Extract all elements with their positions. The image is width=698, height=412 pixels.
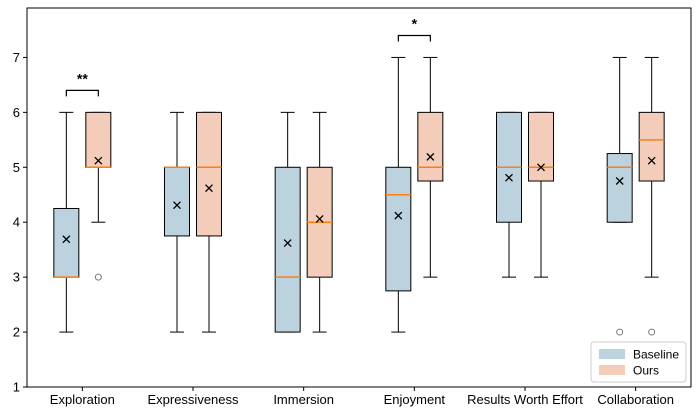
significance-bracket [65, 89, 99, 97]
mean-marker [505, 173, 513, 182]
box-baseline-0 [53, 111, 80, 333]
axes-frame [26, 7, 692, 388]
x-tick-label: Collaboration [597, 392, 674, 407]
box-baseline-5 [606, 56, 633, 336]
box-iqr [638, 111, 665, 182]
mean-marker [283, 239, 292, 248]
box-baseline-4 [496, 111, 522, 278]
box-ours-4 [528, 111, 554, 278]
box-iqr [164, 166, 190, 237]
y-tick-label: 5 [13, 160, 20, 175]
outlier-point [94, 273, 102, 281]
mean-marker [205, 184, 213, 193]
box-iqr [85, 111, 112, 168]
x-tick-label: Immersion [273, 392, 334, 407]
mean-marker [173, 201, 181, 210]
mean-marker [537, 163, 545, 172]
significance-bracket [397, 34, 431, 42]
y-tick-label: 1 [13, 380, 20, 395]
box-ours-5 [638, 56, 665, 336]
mean-marker [315, 214, 324, 223]
y-tick-label: 4 [13, 215, 20, 230]
box-baseline-3 [385, 56, 412, 333]
x-tick-label: Enjoyment [384, 392, 446, 407]
box-ours-1 [196, 111, 222, 333]
outlier-point [648, 328, 656, 336]
y-tick-label: 6 [13, 105, 20, 120]
box-ours-0 [85, 111, 112, 281]
box-baseline-2 [274, 111, 301, 333]
mean-marker [94, 156, 103, 165]
significance-label: ** [77, 70, 88, 86]
box-iqr [417, 111, 444, 182]
box-iqr [528, 111, 554, 182]
mean-marker [615, 177, 624, 185]
box-iqr [196, 111, 222, 237]
mean-marker [647, 156, 656, 165]
box-iqr [385, 166, 412, 292]
legend-label-ours: Ours [633, 364, 659, 378]
x-tick-label: Results Worth Effort [467, 392, 583, 407]
outlier-point [616, 328, 624, 336]
legend: Baseline Ours [590, 341, 687, 383]
box-ours-2 [306, 111, 333, 333]
y-tick-label: 2 [13, 325, 20, 340]
box-iqr [274, 166, 301, 333]
x-tick-label: Expressiveness [147, 392, 239, 407]
box-baseline-1 [164, 111, 190, 333]
mean-marker [62, 235, 71, 244]
legend-swatch-baseline [599, 349, 625, 359]
x-tick-label: Exploration [50, 392, 115, 407]
box-ours-3 [417, 56, 444, 278]
box-iqr [606, 153, 633, 223]
y-tick-label: 7 [13, 50, 20, 65]
y-tick-label: 3 [13, 270, 20, 285]
significance-label: * [412, 15, 418, 31]
box-iqr [53, 207, 80, 278]
legend-label-baseline: Baseline [633, 348, 679, 362]
legend-swatch-ours [599, 365, 625, 375]
plot-area: 1 2 3 4 5 6 7 Exploration Expressiveness Immersio… [13, 7, 692, 407]
mean-marker [394, 211, 403, 220]
mean-marker [426, 152, 435, 161]
